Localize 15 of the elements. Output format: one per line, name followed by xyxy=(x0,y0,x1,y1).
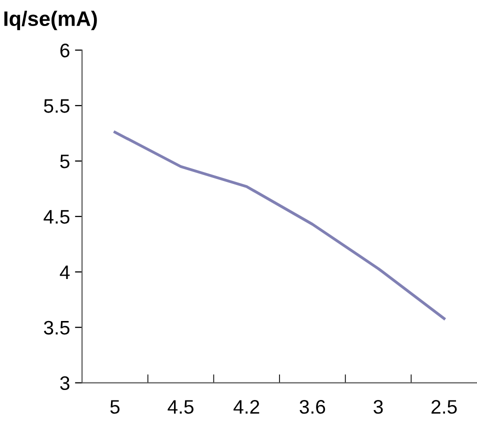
y-tick-label: 3 xyxy=(60,376,70,390)
x-tick-label: 4.5 xyxy=(168,400,194,414)
y-tick-label: 4.5 xyxy=(44,210,70,224)
y-axis-title: Iq/se(mA) xyxy=(4,10,97,30)
y-tick-label: 5.5 xyxy=(44,99,70,113)
y-tick-label: 5 xyxy=(60,154,70,168)
x-tick-label: 2.5 xyxy=(432,400,457,414)
y-tick-label: 3.5 xyxy=(44,320,70,335)
y-tick-label: 4 xyxy=(60,266,70,279)
y-tick-label: 6 xyxy=(60,44,70,58)
line-series xyxy=(114,130,446,320)
x-tick-label: 3 xyxy=(374,400,383,414)
x-tick-label: 3.6 xyxy=(300,400,326,414)
x-tick-label: 5 xyxy=(110,400,120,414)
x-tick-label: 4.2 xyxy=(234,400,260,414)
